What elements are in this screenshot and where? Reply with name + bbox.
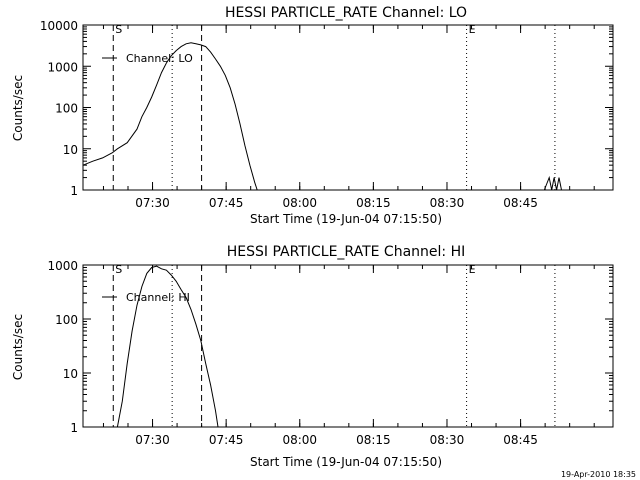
x-tick-label: 07:30: [135, 433, 170, 447]
y-tick-label: 100: [55, 313, 78, 327]
event-marker-label: S: [115, 263, 122, 276]
event-marker-label: E: [469, 23, 476, 36]
series-line: [116, 265, 219, 428]
x-tick-label: 08:15: [356, 196, 391, 210]
x-tick-label: 07:45: [209, 196, 244, 210]
legend-label: Channel: HI: [126, 291, 190, 304]
x-axis-label: Start Time (19-Jun-04 07:15:50): [250, 455, 442, 469]
y-tick-label: 1000: [47, 259, 78, 273]
x-axis-label: Start Time (19-Jun-04 07:15:50): [250, 212, 442, 226]
event-marker-label: S: [115, 23, 122, 36]
y-tick-label: 1000: [47, 60, 78, 74]
y-tick-label: 10: [63, 143, 78, 157]
x-tick-label: 08:00: [282, 196, 317, 210]
series-line: [543, 175, 562, 191]
chart-panel-hi: HESSI PARTICLE_RATE Channel: HI Counts/s…: [11, 244, 614, 469]
series-line: [82, 42, 258, 191]
x-tick-label: 07:45: [209, 433, 244, 447]
y-axis-label: Counts/sec: [11, 75, 25, 141]
chart-title: HESSI PARTICLE_RATE Channel: HI: [227, 244, 465, 260]
y-axis-label: Counts/sec: [11, 314, 25, 380]
x-tick-label: 07:30: [135, 196, 170, 210]
legend-label: Channel: LO: [126, 52, 193, 65]
event-marker-label: E: [469, 263, 476, 276]
x-tick-label: 08:30: [430, 196, 465, 210]
y-tick-label: 1: [70, 184, 78, 198]
x-tick-label: 08:15: [356, 433, 391, 447]
y-tick-label: 100: [55, 102, 78, 116]
y-tick-label: 10: [63, 367, 78, 381]
chart-panel-lo: HESSI PARTICLE_RATE Channel: LO Counts/s…: [11, 5, 614, 226]
footer-timestamp: 19-Apr-2010 18:35: [561, 470, 636, 479]
x-tick-label: 08:00: [282, 433, 317, 447]
y-tick-label: 10000: [40, 19, 78, 33]
plot-frame: [82, 24, 614, 191]
plot-frame: [82, 264, 614, 428]
x-tick-label: 08:45: [503, 196, 538, 210]
chart-title: HESSI PARTICLE_RATE Channel: LO: [225, 5, 467, 21]
y-tick-label: 1: [70, 421, 78, 435]
x-tick-label: 08:30: [430, 433, 465, 447]
x-tick-label: 08:45: [503, 433, 538, 447]
